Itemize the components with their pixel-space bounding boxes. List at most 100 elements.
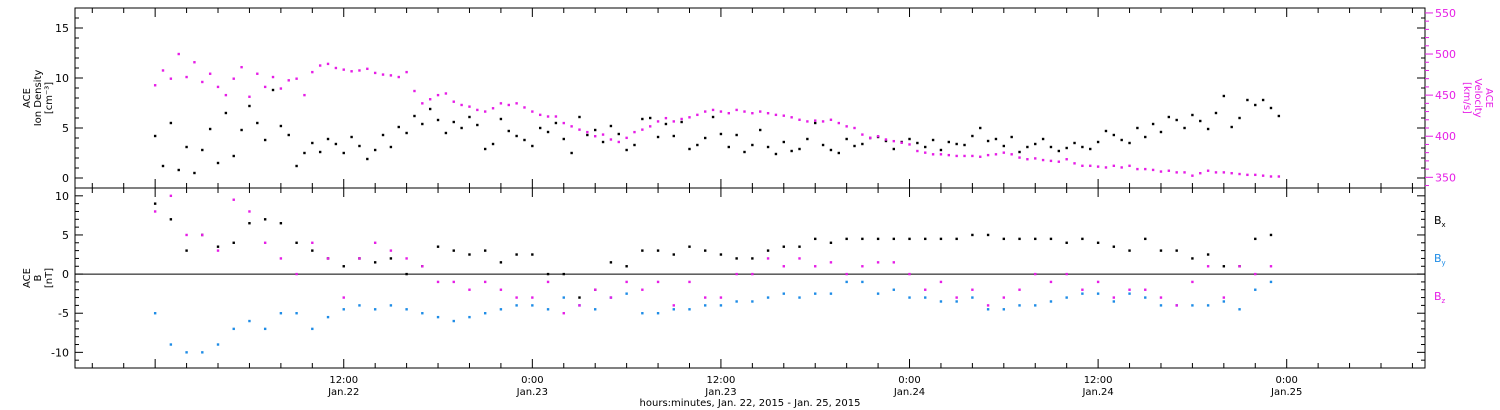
- bz-point: [248, 210, 251, 213]
- velocity-point: [727, 112, 730, 115]
- by-point: [593, 308, 597, 311]
- density-point: [939, 148, 943, 152]
- density-point: [884, 139, 888, 143]
- velocity-point: [507, 103, 510, 107]
- velocity-point: [790, 116, 793, 119]
- by-point: [688, 308, 691, 311]
- density-point: [593, 128, 597, 132]
- density-point: [358, 144, 361, 148]
- velocity-point: [1254, 173, 1257, 177]
- bz-point: [1018, 288, 1021, 291]
- by-point: [389, 304, 393, 307]
- by-point: [1128, 292, 1131, 295]
- bz-point: [1065, 272, 1068, 276]
- by-point: [971, 296, 974, 299]
- velocity-point: [1018, 156, 1021, 159]
- density-point: [696, 143, 699, 147]
- density-point: [963, 143, 966, 147]
- density-point: [177, 168, 180, 172]
- velocity-point: [531, 110, 534, 113]
- bx-point: [169, 218, 173, 221]
- bz-point: [955, 296, 958, 299]
- velocity-point: [586, 130, 589, 134]
- density-point: [311, 141, 314, 145]
- by-point: [546, 308, 550, 311]
- velocity-point: [837, 121, 840, 125]
- density-point: [546, 130, 550, 134]
- density-point: [381, 133, 385, 137]
- bz-point: [939, 280, 943, 284]
- velocity-point: [814, 119, 817, 122]
- bz-point: [216, 249, 220, 252]
- density-point: [986, 139, 990, 143]
- x-tick-time: 12:00: [329, 375, 358, 386]
- velocity-point: [1120, 166, 1123, 169]
- density-point: [1151, 122, 1155, 126]
- bz-point: [845, 272, 848, 276]
- density-point: [1049, 145, 1053, 149]
- density-point: [931, 138, 935, 142]
- velocity-point: [806, 120, 809, 123]
- density-point: [1175, 118, 1178, 122]
- bx-point: [1096, 241, 1100, 244]
- velocity-point: [169, 77, 173, 80]
- by-point: [279, 312, 283, 315]
- density-point: [1034, 142, 1037, 146]
- bx-point: [1175, 249, 1178, 252]
- bx-point: [892, 237, 896, 241]
- density-point: [664, 122, 668, 126]
- bz-point: [531, 296, 534, 299]
- velocity-point: [342, 68, 345, 71]
- bz-point: [986, 304, 990, 307]
- velocity-point: [696, 113, 699, 117]
- velocity-point: [947, 153, 951, 157]
- density-point: [1112, 133, 1116, 137]
- by-point: [436, 315, 440, 319]
- top-right-axis-title-line3: [km/s]: [1461, 82, 1472, 114]
- velocity-point: [829, 118, 833, 121]
- bx-point: [1269, 233, 1273, 237]
- density-point: [633, 143, 636, 147]
- bz-point: [625, 280, 628, 284]
- density-point: [570, 151, 573, 155]
- velocity-point: [161, 69, 165, 72]
- bx-point: [719, 253, 723, 256]
- velocity-point: [908, 143, 911, 146]
- x-tick-date: Jan.25: [1270, 387, 1302, 398]
- x-tick-time: 12:00: [1084, 375, 1113, 386]
- bx-point: [342, 265, 345, 268]
- density-point: [1167, 115, 1171, 119]
- bz-point: [829, 261, 833, 264]
- density-point: [476, 123, 479, 127]
- density-point: [232, 154, 235, 158]
- velocity-point: [263, 85, 267, 89]
- density-point: [751, 143, 754, 147]
- velocity-point: [358, 69, 361, 72]
- density-point: [766, 145, 770, 149]
- velocity-point: [1057, 160, 1061, 163]
- bx-point: [153, 202, 157, 205]
- bx-point: [515, 253, 518, 256]
- density-point: [1081, 145, 1084, 149]
- velocity-point: [177, 52, 180, 56]
- velocity-point: [444, 92, 448, 95]
- x-tick-date: Jan.24: [893, 387, 925, 398]
- density-point: [531, 144, 534, 148]
- velocity-point: [303, 93, 306, 97]
- bz-point: [688, 280, 691, 284]
- bz-point: [342, 296, 345, 299]
- bz-point: [546, 280, 550, 284]
- bx-point: [1065, 241, 1068, 244]
- y-tick-label: 10: [55, 72, 69, 85]
- density-point: [468, 115, 471, 119]
- by-point: [641, 312, 644, 315]
- bx-point: [185, 249, 188, 252]
- velocity-point: [570, 125, 573, 128]
- velocity-point: [1128, 164, 1131, 168]
- bz-point: [153, 210, 157, 213]
- density-point: [1269, 106, 1273, 110]
- density-point: [240, 128, 243, 132]
- velocity-point: [821, 120, 825, 123]
- density-point: [326, 137, 330, 141]
- top-right-axis-title-line1: ACE: [1483, 88, 1494, 108]
